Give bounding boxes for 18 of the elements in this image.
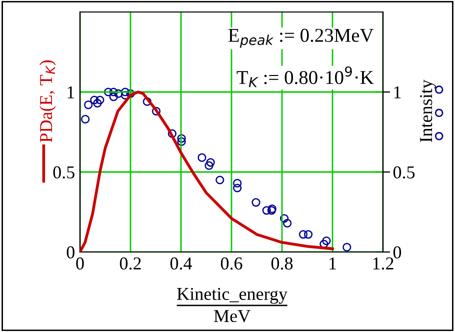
y-tick-label: 0 [66, 246, 74, 258]
x-tick-label: 0.4 [170, 257, 192, 270]
y2-tick-label: 0 [393, 246, 402, 258]
x-tick-label: 0.2 [120, 257, 141, 270]
y-tick-label: 1 [68, 86, 74, 98]
y-tick-label: 0.5 [53, 166, 74, 179]
x-axis-title: Kinetic_energy MeV [177, 288, 288, 322]
x-tick-label: 0 [76, 257, 84, 270]
y2-tick-label: 0.5 [393, 166, 415, 179]
x-tick-label: 0.6 [220, 257, 242, 270]
text: PDa(E, T$_{K}$) [39, 60, 56, 142]
legend-label: Intensity [420, 80, 436, 142]
annotation: T$_{K}$ := 0.80·10$^{9}$·K [236, 66, 374, 88]
x-tick-label: 0.8 [271, 257, 293, 270]
annotation: E$_{peak}$ := 0.23MeV [228, 28, 374, 48]
x-tick-label: 1 [330, 257, 336, 270]
x-tick-label: 1.2 [373, 257, 394, 270]
y2-tick-label: 1 [394, 86, 401, 98]
